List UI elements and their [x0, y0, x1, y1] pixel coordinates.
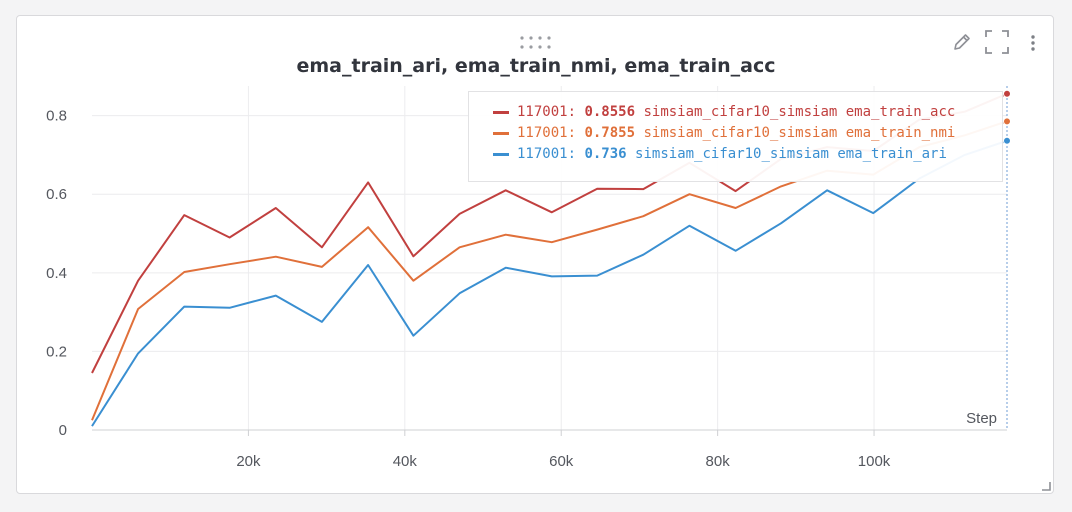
chart-panel: ema_train_ari, ema_train_nmi, ema_train_…	[16, 15, 1054, 494]
x-tick-label: 100k	[858, 453, 891, 470]
pencil-icon[interactable]	[951, 31, 973, 53]
chart-title: ema_train_ari, ema_train_nmi, ema_train_…	[296, 55, 776, 77]
y-tick-label: 0	[59, 422, 67, 439]
x-tick-label: 60k	[549, 453, 574, 470]
y-tick-label: 0.6	[46, 186, 67, 203]
x-axis-label: Step	[966, 410, 997, 427]
legend-series-name: simsiam_cifar10_simsiam ema_train_nmi	[643, 125, 956, 141]
legend-value: 0.7855	[584, 125, 636, 141]
x-tick-label: 80k	[706, 453, 731, 470]
legend-text: 117001: 0.8556 simsiam_cifar10_simsiam e…	[517, 102, 955, 122]
hover-point	[1003, 89, 1011, 98]
more-vertical-icon[interactable]	[1028, 33, 1038, 53]
fullscreen-icon[interactable]	[984, 29, 1010, 55]
legend-swatch	[493, 153, 509, 156]
legend-swatch	[493, 111, 509, 114]
line-chart[interactable]: 0 0.2 0.4 0.6 0.8 20k 40k 60k 80k 100k Step	[17, 16, 1055, 495]
legend-series-name: simsiam_cifar10_simsiam ema_train_acc	[643, 104, 956, 120]
legend-step: 117001:	[517, 125, 577, 141]
legend-value: 0.8556	[584, 104, 636, 120]
legend: 117001: 0.8556 simsiam_cifar10_simsiam e…	[468, 91, 1003, 182]
y-tick-label: 0.2	[46, 343, 67, 360]
y-tick-label: 0.8	[46, 108, 67, 125]
x-tick-label: 20k	[236, 453, 261, 470]
legend-value: 0.736	[584, 146, 627, 162]
legend-text: 117001: 0.736 simsiam_cifar10_simsiam em…	[517, 144, 947, 164]
hover-point	[1003, 136, 1011, 145]
x-tick-label: 40k	[393, 453, 418, 470]
hover-point	[1003, 117, 1011, 126]
legend-step: 117001:	[517, 146, 577, 162]
legend-swatch	[493, 132, 509, 135]
resize-grip-icon[interactable]	[1041, 481, 1051, 491]
drag-handle-icon[interactable]	[519, 35, 555, 51]
y-tick-label: 0.4	[46, 265, 67, 282]
legend-series-name: simsiam_cifar10_simsiam ema_train_ari	[635, 146, 947, 162]
legend-text: 117001: 0.7855 simsiam_cifar10_simsiam e…	[517, 123, 955, 143]
legend-step: 117001:	[517, 104, 577, 120]
series-line	[91, 139, 1008, 427]
